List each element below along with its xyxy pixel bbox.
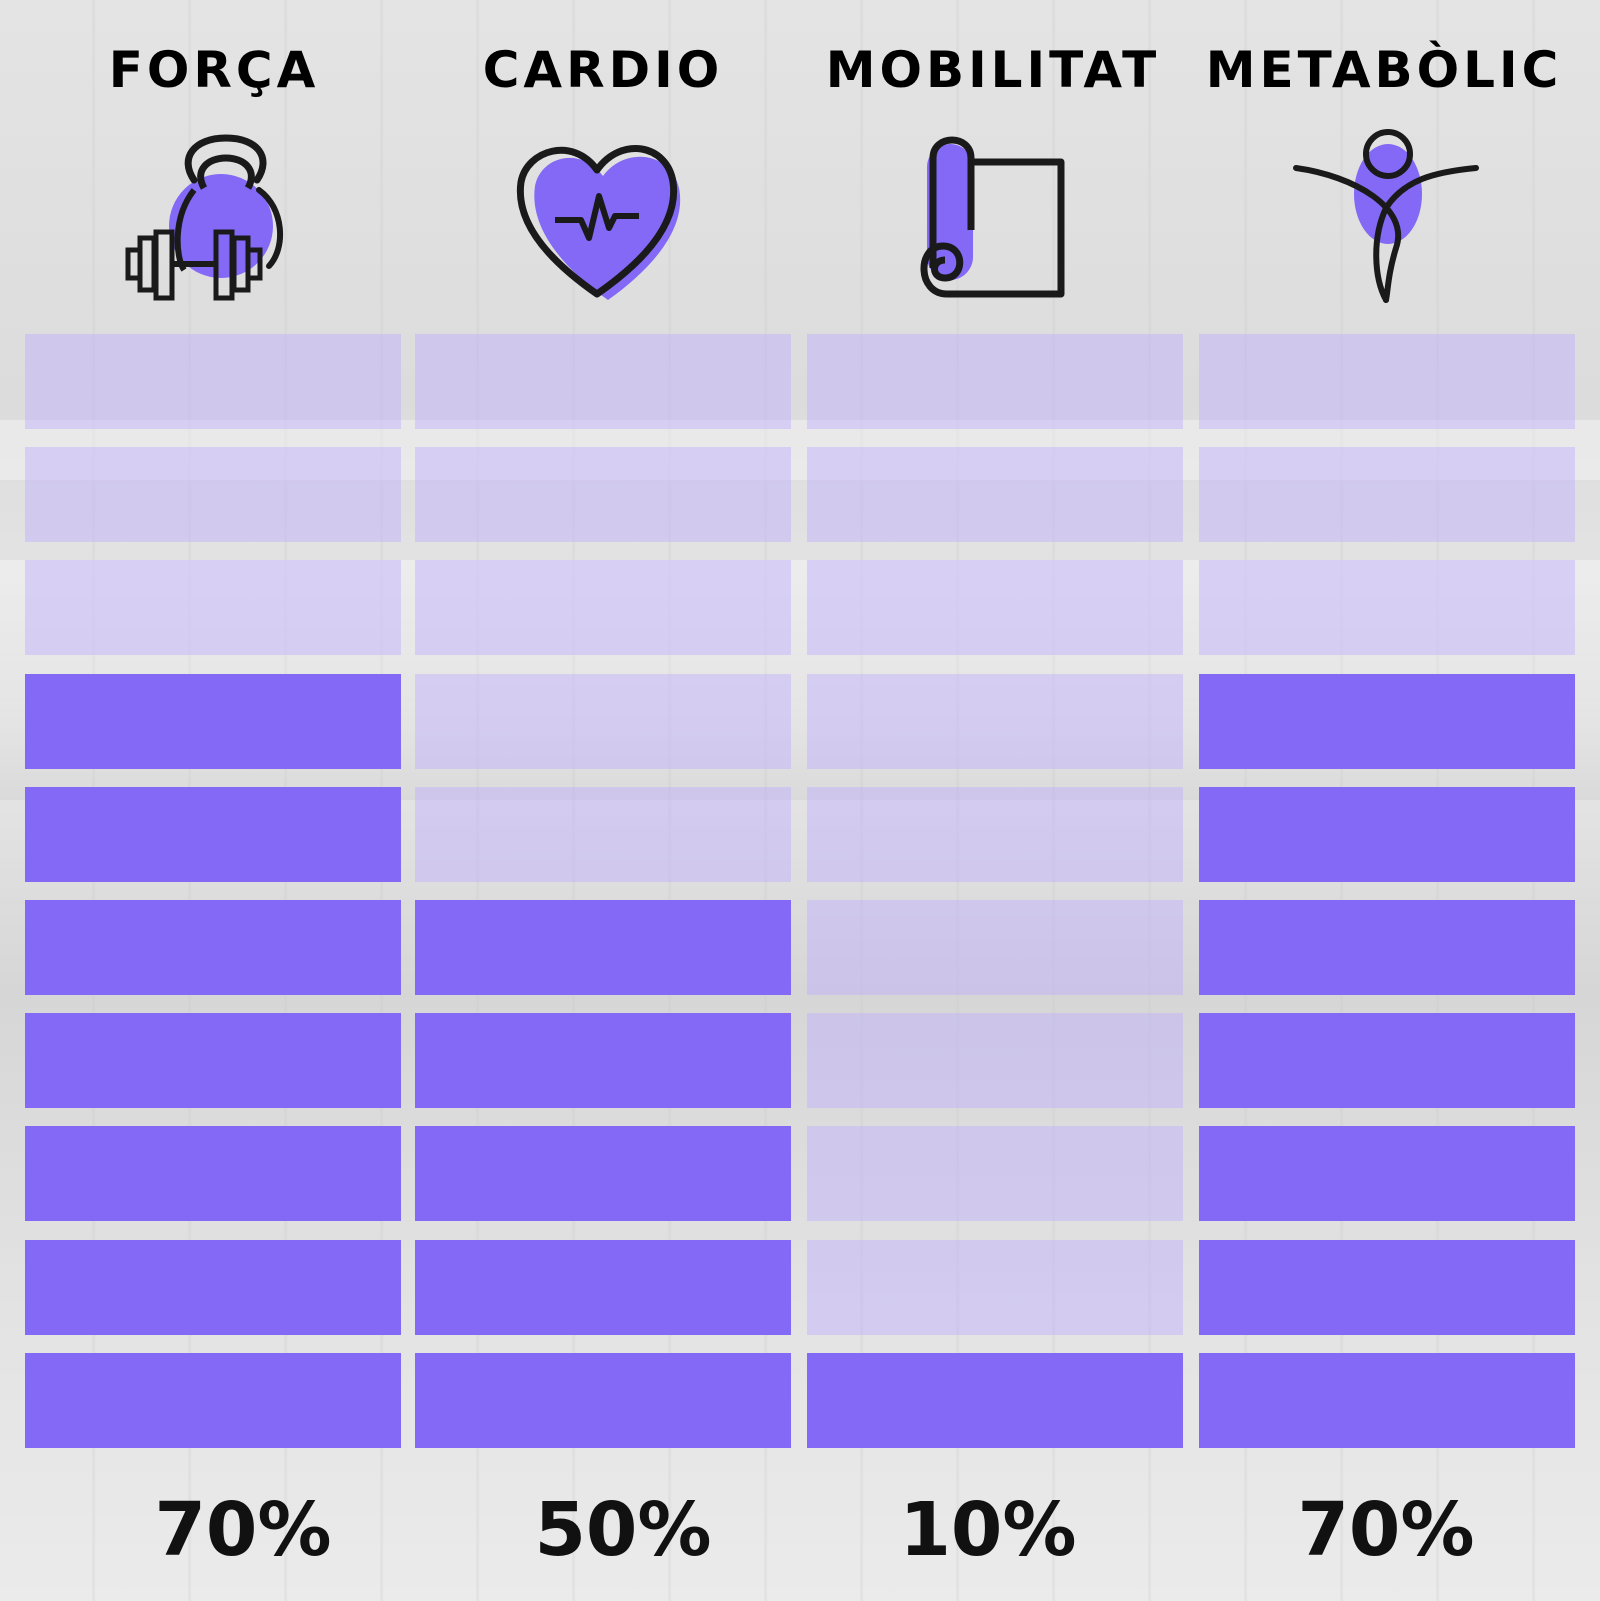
bar-segment-forca-2-filled: [25, 1240, 401, 1335]
bar-segment-mobilitat-1-filled: [807, 1353, 1183, 1448]
bar-segment-forca-1-filled: [25, 1353, 401, 1448]
bar-segment-metabolic-2-filled: [1199, 1240, 1575, 1335]
person-stretch-icon: [1188, 128, 1580, 308]
bar-segment-metabolic-3-filled: [1199, 1126, 1575, 1221]
yoga-mat-icon: [797, 128, 1189, 308]
value-label-mobilitat: 10%: [899, 1487, 1077, 1573]
bar-segment-mobilitat-10-empty: [807, 334, 1183, 429]
bar-segment-mobilitat-9-empty: [807, 447, 1183, 542]
background-highlight: [0, 420, 1600, 480]
bar-segment-cardio-5-filled: [415, 900, 791, 995]
bar-segment-cardio-10-empty: [415, 334, 791, 429]
bar-segment-mobilitat-7-empty: [807, 674, 1183, 769]
bar-segment-mobilitat-2-empty: [807, 1240, 1183, 1335]
bar-segment-cardio-7-empty: [415, 674, 791, 769]
bar-segment-forca-3-filled: [25, 1126, 401, 1221]
bar-segment-forca-5-filled: [25, 900, 401, 995]
bar-segment-forca-9-empty: [25, 447, 401, 542]
category-label-mobilitat: MOBILITAT: [825, 41, 1161, 99]
bar-segment-cardio-4-filled: [415, 1013, 791, 1108]
bar-segment-forca-8-empty: [25, 560, 401, 655]
value-label-forca: 70%: [154, 1487, 332, 1573]
category-label-metabolic: METABÒLIC: [1205, 41, 1563, 99]
bar-segment-forca-10-empty: [25, 334, 401, 429]
bar-segment-mobilitat-6-empty: [807, 787, 1183, 882]
bar-segment-metabolic-1-filled: [1199, 1353, 1575, 1448]
category-label-forca: FORÇA: [108, 41, 320, 99]
bar-segment-forca-4-filled: [25, 1013, 401, 1108]
bar-segment-forca-6-filled: [25, 787, 401, 882]
bar-segment-metabolic-7-filled: [1199, 674, 1575, 769]
bar-segment-cardio-1-filled: [415, 1353, 791, 1448]
bar-segment-mobilitat-3-empty: [807, 1126, 1183, 1221]
bar-segment-cardio-8-empty: [415, 560, 791, 655]
bar-segment-mobilitat-5-empty: [807, 900, 1183, 995]
bar-segment-metabolic-4-filled: [1199, 1013, 1575, 1108]
bar-segment-mobilitat-8-empty: [807, 560, 1183, 655]
bar-segment-mobilitat-4-empty: [807, 1013, 1183, 1108]
bar-segment-metabolic-10-empty: [1199, 334, 1575, 429]
bar-segment-cardio-9-empty: [415, 447, 791, 542]
bar-segment-cardio-6-empty: [415, 787, 791, 882]
bar-segment-forca-7-filled: [25, 674, 401, 769]
bar-segment-metabolic-9-empty: [1199, 447, 1575, 542]
category-label-cardio: CARDIO: [482, 41, 724, 99]
value-label-metabolic: 70%: [1297, 1487, 1475, 1573]
bar-segment-cardio-3-filled: [415, 1126, 791, 1221]
value-label-cardio: 50%: [534, 1487, 712, 1573]
bar-segment-metabolic-5-filled: [1199, 900, 1575, 995]
kettlebell-dumbbell-icon: [18, 128, 410, 308]
heart-pulse-icon: [407, 128, 799, 308]
bar-segment-metabolic-6-filled: [1199, 787, 1575, 882]
bar-segment-metabolic-8-empty: [1199, 560, 1575, 655]
bar-segment-cardio-2-filled: [415, 1240, 791, 1335]
